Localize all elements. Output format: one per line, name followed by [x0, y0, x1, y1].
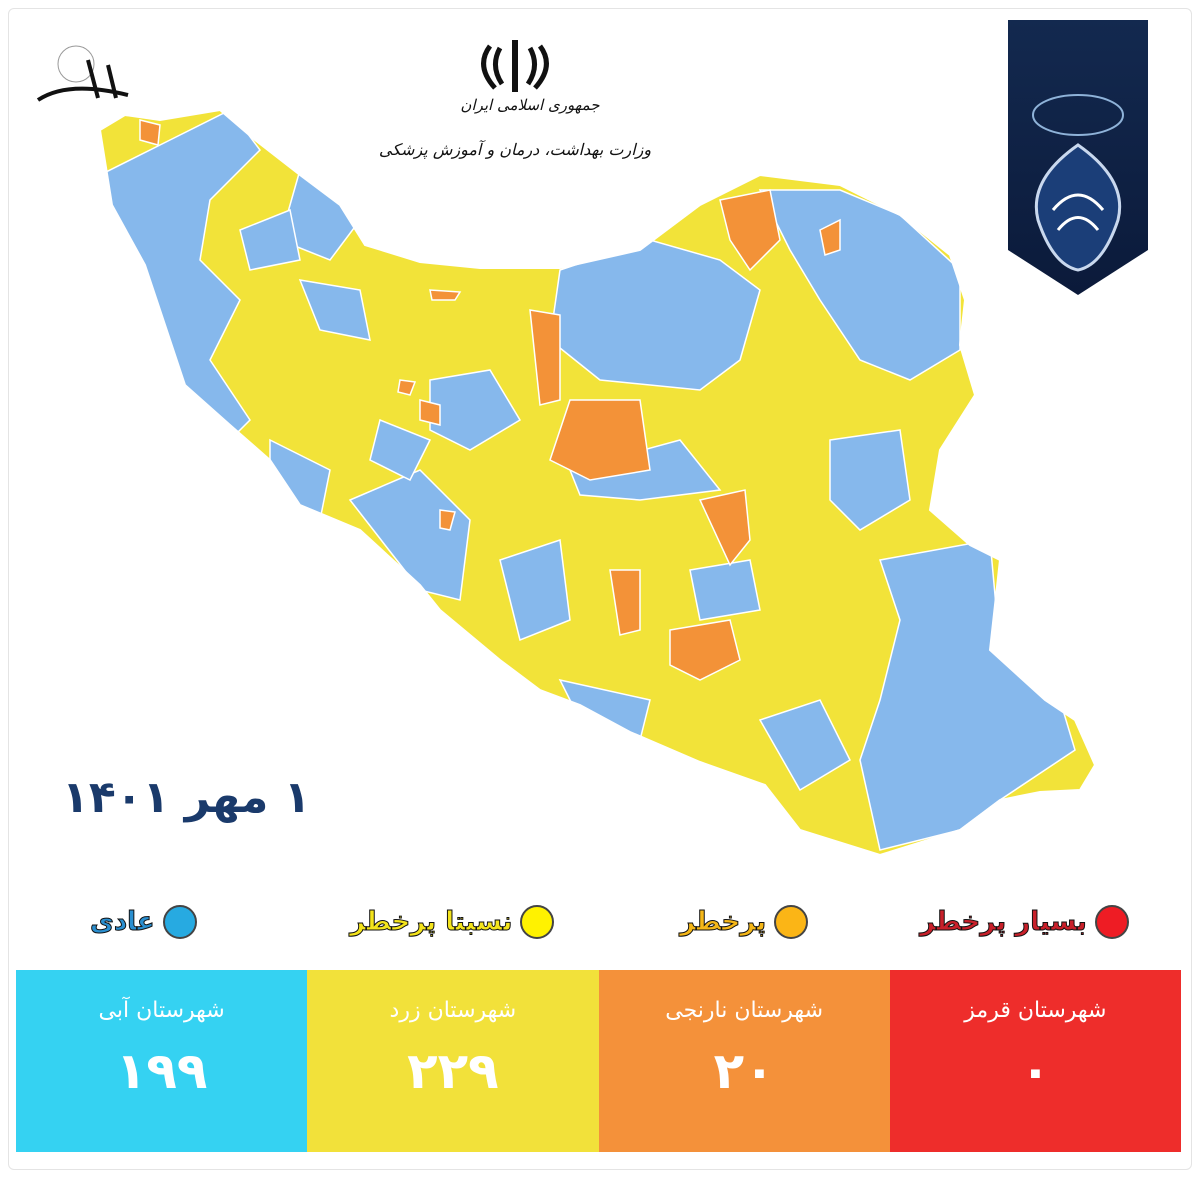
ministry-name: وزارت بهداشت، درمان و آموزش پزشکی — [378, 140, 652, 159]
legend-very-high-risk: بسیار پرخطر — [920, 905, 1129, 939]
count-value: ۲۲۹ — [407, 1042, 499, 1100]
calligraphy-banner — [1008, 20, 1148, 295]
county-counts: شهرستان آبی ۱۹۹ شهرستان زرد ۲۲۹ شهرستان … — [16, 970, 1181, 1152]
count-box-blue: شهرستان آبی ۱۹۹ — [16, 970, 308, 1152]
map-date: ۱ مهر ۱۴۰۱ — [62, 772, 311, 823]
legend-label: پرخطر — [679, 907, 767, 938]
count-label: شهرستان زرد — [389, 998, 517, 1023]
blue-dot-icon — [162, 905, 197, 939]
iran-risk-map — [99, 109, 1096, 856]
count-box-orange: شهرستان نارنجی ۲۰ — [598, 970, 890, 1152]
count-box-red: شهرستان قرمز ۰ — [889, 970, 1181, 1152]
republic-name: جمهوری اسلامی ایران — [460, 96, 600, 114]
orange-dot-icon — [774, 905, 809, 939]
count-box-yellow: شهرستان زرد ۲۲۹ — [307, 970, 599, 1152]
legend-label: بسیار پرخطر — [920, 907, 1088, 938]
legend-label: عادی — [90, 907, 156, 938]
red-dot-icon — [1094, 905, 1129, 939]
iran-emblem — [481, 40, 549, 92]
orange-regions — [139, 119, 841, 681]
legend-relatively-high-risk: نسبتا پرخطر — [349, 905, 555, 939]
count-value: ۲۰ — [713, 1042, 775, 1100]
count-label: شهرستان آبی — [98, 998, 225, 1023]
legend-normal: عادی — [90, 905, 197, 939]
count-label: شهرستان نارنجی — [665, 998, 823, 1023]
count-value: ۰ — [1020, 1042, 1051, 1100]
legend-high-risk: پرخطر — [679, 905, 809, 939]
count-value: ۱۹۹ — [115, 1042, 208, 1100]
yellow-dot-icon — [520, 905, 555, 939]
legend-label: نسبتا پرخطر — [349, 907, 513, 938]
production-logo — [36, 45, 129, 102]
count-label: شهرستان قرمز — [964, 998, 1107, 1023]
